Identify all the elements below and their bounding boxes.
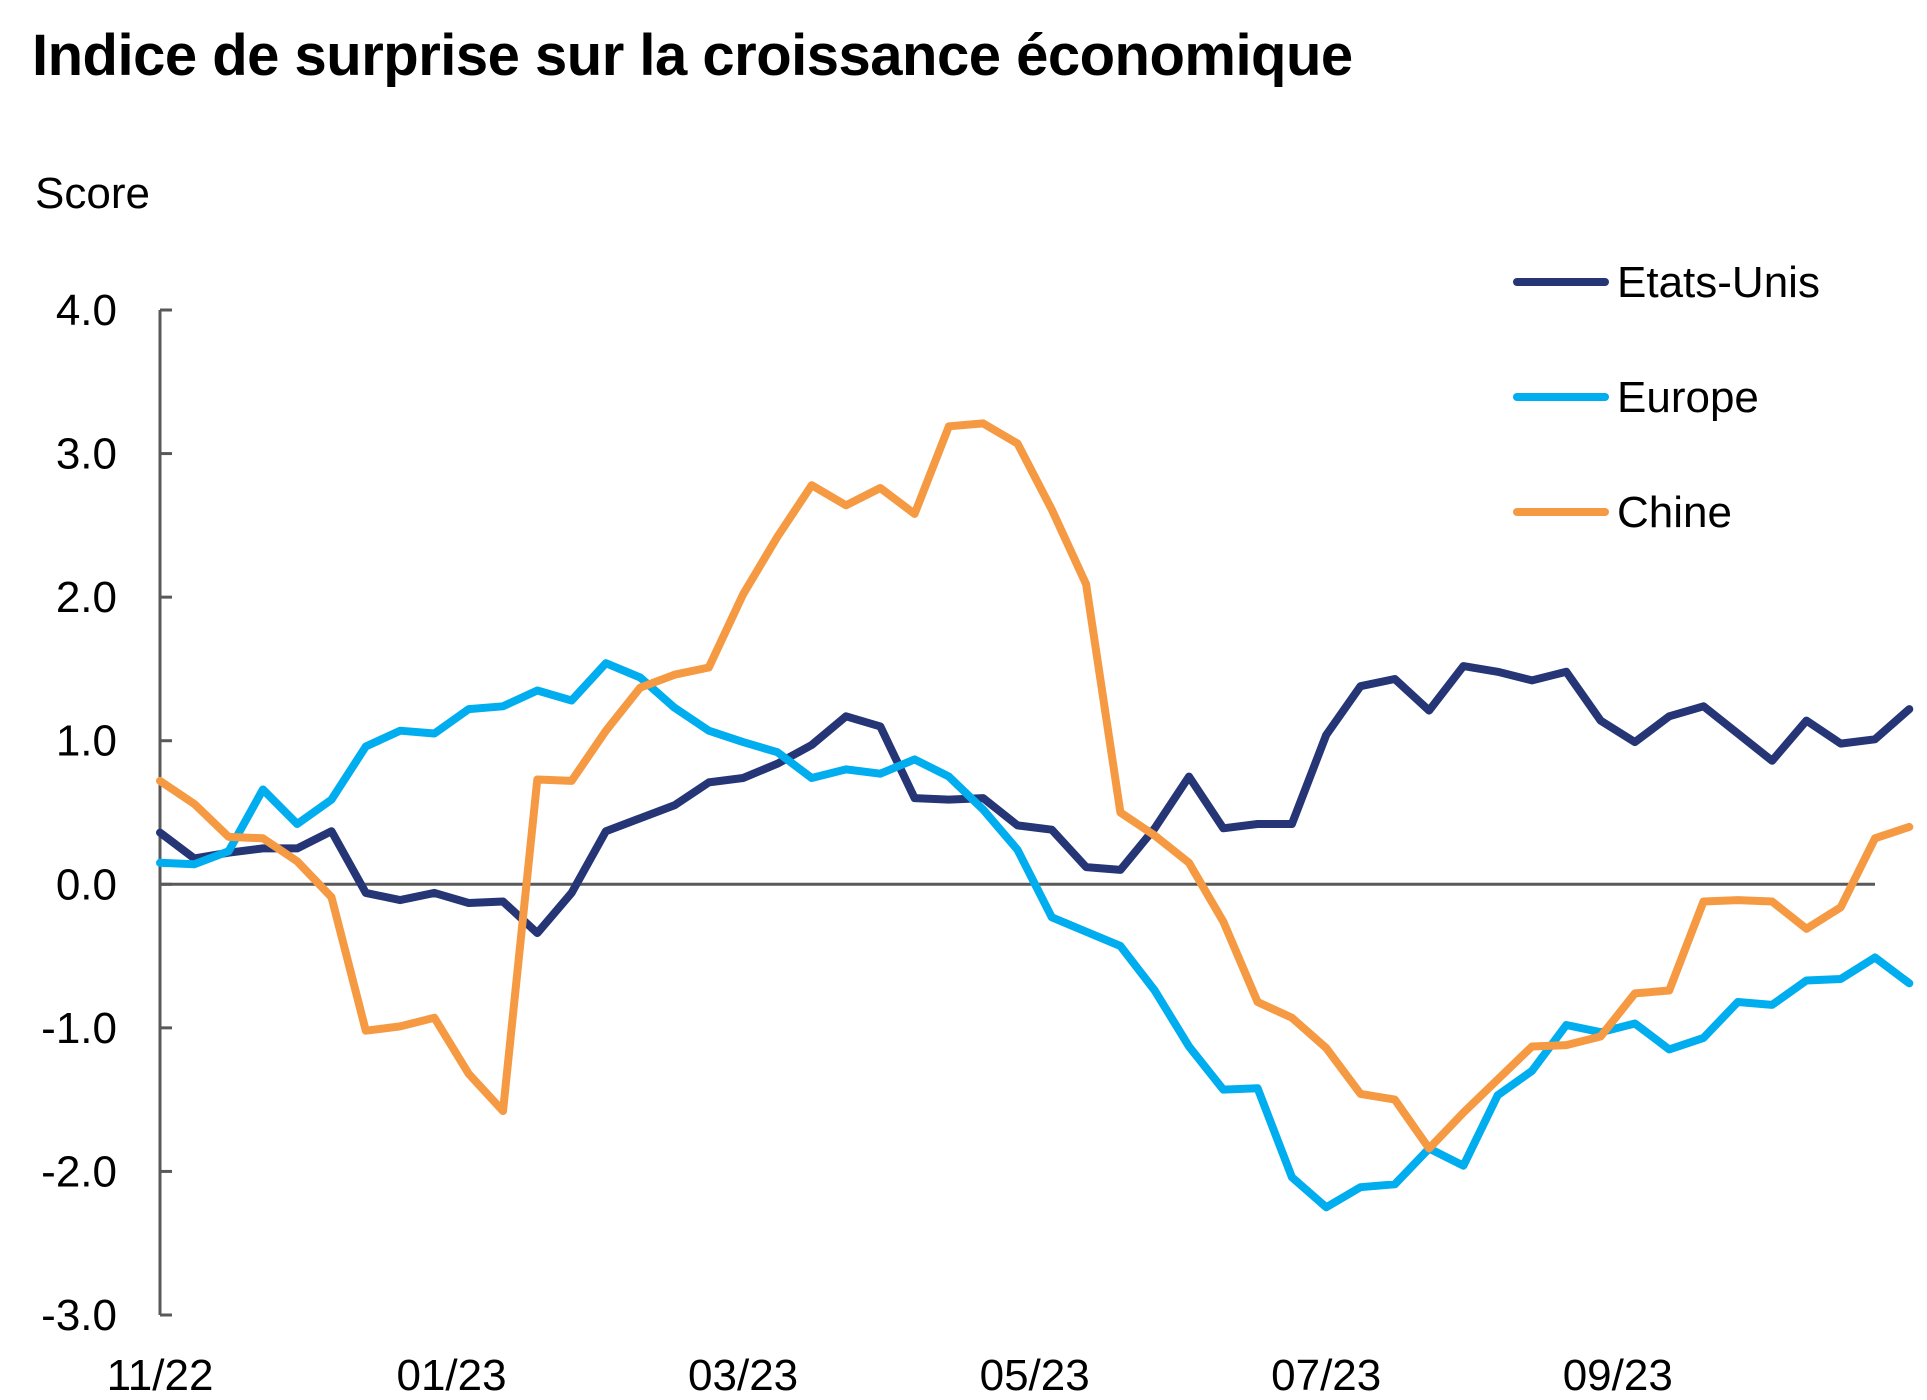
x-tick-label: 05/23 — [980, 1351, 1090, 1400]
series-line-etats-unis — [156, 662, 1914, 938]
legend-label: Europe — [1617, 373, 1759, 422]
y-tick-label: 1.0 — [56, 717, 117, 766]
series-line-europe — [156, 659, 1914, 1212]
x-axis-ticks: 11/22 01/23 03/23 05/23 07/23 09/23 — [107, 1351, 1673, 1400]
series-lines — [156, 419, 1914, 1212]
legend-label: Etats-Unis — [1617, 258, 1820, 307]
x-tick-label: 03/23 — [688, 1351, 798, 1400]
y-tick-label: 3.0 — [56, 430, 117, 479]
y-tick-label: -2.0 — [41, 1147, 117, 1196]
x-tick-label: 11/22 — [107, 1351, 214, 1400]
y-axis-ticks: 4.0 3.0 2.0 1.0 0.0 -1.0 -2.0 -3.0 — [41, 286, 172, 1340]
x-tick-label: 09/23 — [1563, 1351, 1673, 1400]
x-tick-label: 07/23 — [1271, 1351, 1381, 1400]
y-tick-label: -3.0 — [41, 1291, 117, 1340]
series-line-chine — [156, 419, 1914, 1153]
legend-label: Chine — [1617, 488, 1732, 537]
y-tick-label: -1.0 — [41, 1004, 117, 1053]
y-axis-title: Score — [35, 169, 150, 218]
chart-title: Indice de surprise sur la croissance éco… — [32, 23, 1353, 88]
x-tick-label: 01/23 — [396, 1351, 506, 1400]
y-tick-label: 0.0 — [56, 860, 117, 909]
y-tick-label: 4.0 — [56, 286, 117, 335]
y-tick-label: 2.0 — [56, 573, 117, 622]
legend: Etats-Unis Europe Chine — [1513, 258, 1820, 537]
